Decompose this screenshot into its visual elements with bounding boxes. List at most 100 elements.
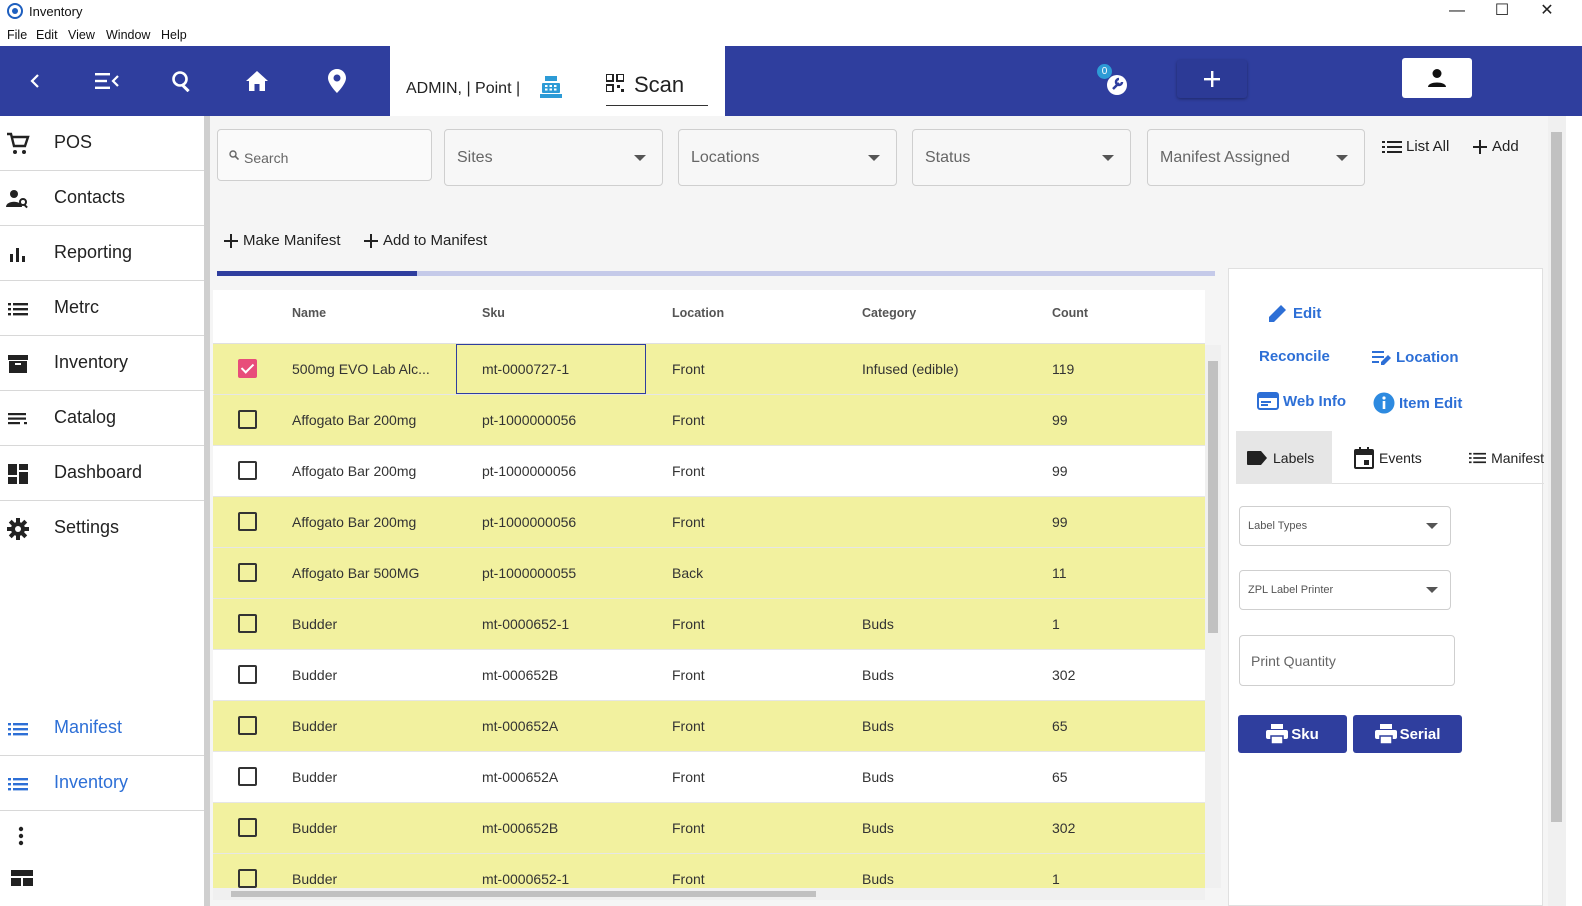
- column-header-location[interactable]: Location: [672, 306, 725, 320]
- sidebar-item-catalog[interactable]: Catalog: [0, 391, 208, 446]
- sidebar-item-metrc[interactable]: Metrc: [0, 281, 208, 336]
- print-quantity-input[interactable]: Print Quantity: [1239, 635, 1455, 686]
- cell-category[interactable]: Buds: [862, 871, 894, 887]
- scroll-thumb[interactable]: [1551, 132, 1562, 822]
- row-checkbox[interactable]: [238, 410, 257, 429]
- row-checkbox[interactable]: [238, 665, 257, 684]
- menu-window[interactable]: Window: [106, 28, 151, 42]
- manifest-assigned-select[interactable]: Manifest Assigned: [1147, 129, 1365, 186]
- cell-sku[interactable]: pt-1000000056: [482, 412, 577, 428]
- print-sku-button[interactable]: Sku: [1238, 715, 1347, 753]
- table-row[interactable]: Budder mt-000652B Front Buds 302: [213, 650, 1205, 701]
- column-header-count[interactable]: Count: [1052, 306, 1089, 320]
- sidebar-item-settings[interactable]: Settings: [0, 501, 208, 556]
- cell-name[interactable]: Budder: [292, 667, 338, 683]
- sidebar-item-inventory[interactable]: Inventory: [0, 336, 208, 391]
- cell-category[interactable]: Buds: [862, 820, 894, 836]
- cell-category[interactable]: Buds: [862, 769, 894, 785]
- cell-category[interactable]: Infused (edible): [862, 361, 959, 377]
- table-row[interactable]: 500mg EVO Lab Alc... mt-0000727-1 Front Inf…: [213, 344, 1205, 395]
- search-input[interactable]: Search: [217, 129, 432, 181]
- table-horizontal-scrollbar[interactable]: [213, 888, 1205, 900]
- cell-sku[interactable]: pt-1000000055: [482, 565, 577, 581]
- minimize-button[interactable]: —: [1449, 2, 1465, 19]
- cell-sku[interactable]: mt-000652A: [482, 769, 559, 785]
- cell-name[interactable]: 500mg EVO Lab Alc...: [292, 361, 430, 377]
- scan-tab[interactable]: Scan: [606, 66, 708, 106]
- tab-events[interactable]: Events: [1344, 431, 1444, 484]
- status-select[interactable]: Status: [912, 129, 1131, 186]
- table-vertical-scrollbar[interactable]: [1205, 345, 1221, 888]
- table-row[interactable]: Affogato Bar 200mg pt-1000000056 Front 99: [213, 497, 1205, 548]
- cell-sku[interactable]: pt-1000000056: [482, 514, 577, 530]
- cell-location[interactable]: Front: [672, 871, 705, 887]
- sidebar-item-reporting[interactable]: Reporting: [0, 226, 208, 281]
- cell-count[interactable]: 99: [1052, 463, 1068, 479]
- row-checkbox[interactable]: [238, 461, 257, 480]
- cell-sku[interactable]: mt-000652B: [482, 820, 559, 836]
- label-printer-select[interactable]: ZPL Label Printer: [1239, 570, 1451, 610]
- cell-location[interactable]: Front: [672, 361, 705, 377]
- home-button[interactable]: [222, 46, 292, 116]
- cell-location[interactable]: Front: [672, 820, 705, 836]
- cell-count[interactable]: 302: [1052, 667, 1076, 683]
- scroll-thumb[interactable]: [1208, 361, 1218, 633]
- cell-name[interactable]: Budder: [292, 871, 338, 887]
- notifications-button[interactable]: 0: [1097, 64, 1133, 100]
- search-button[interactable]: [147, 46, 217, 116]
- sidebar-item-dashboard[interactable]: Dashboard: [0, 446, 208, 501]
- maximize-button[interactable]: ☐: [1494, 2, 1510, 19]
- back-button[interactable]: [0, 46, 70, 116]
- more-vert-icon[interactable]: [18, 826, 24, 846]
- edit-button[interactable]: Edit: [1267, 302, 1321, 324]
- account-button[interactable]: [1402, 58, 1472, 98]
- sidebar-item-contacts[interactable]: Contacts: [0, 171, 208, 226]
- view-layout-icon[interactable]: [11, 870, 33, 886]
- cell-count[interactable]: 11: [1052, 565, 1067, 581]
- scroll-thumb[interactable]: [231, 891, 816, 897]
- table-row[interactable]: Budder mt-0000652-1 Front Buds 1: [213, 599, 1205, 650]
- table-row[interactable]: Budder mt-000652A Front Buds 65: [213, 701, 1205, 752]
- cell-location[interactable]: Front: [672, 667, 705, 683]
- item-edit-button[interactable]: Item Edit: [1373, 392, 1462, 414]
- tab-manifest[interactable]: Manifest: [1451, 431, 1544, 484]
- cell-location[interactable]: Front: [672, 769, 705, 785]
- menu-collapse-button[interactable]: [72, 46, 142, 116]
- cell-name[interactable]: Budder: [292, 616, 338, 632]
- cell-count[interactable]: 119: [1052, 361, 1075, 377]
- list-all-button[interactable]: List All: [1382, 138, 1449, 155]
- cell-sku[interactable]: mt-0000652-1: [482, 616, 570, 632]
- cell-category[interactable]: Buds: [862, 718, 894, 734]
- table-row[interactable]: Budder mt-000652B Front Buds 302: [213, 803, 1205, 854]
- cell-count[interactable]: 99: [1052, 412, 1068, 428]
- table-row[interactable]: Budder mt-000652A Front Buds 65: [213, 752, 1205, 803]
- sidebar-item-manifest[interactable]: Manifest: [0, 701, 208, 756]
- sidebar-item-inventory-list[interactable]: Inventory: [0, 756, 208, 811]
- reconcile-button[interactable]: Reconcile: [1259, 348, 1330, 365]
- row-checkbox[interactable]: [238, 818, 257, 837]
- cell-name[interactable]: Budder: [292, 718, 338, 734]
- cell-count[interactable]: 1: [1052, 871, 1060, 887]
- add-item-button[interactable]: Add: [1472, 138, 1519, 155]
- cell-sku[interactable]: mt-000652B: [482, 667, 559, 683]
- cell-name[interactable]: Affogato Bar 200mg: [292, 412, 417, 428]
- cell-count[interactable]: 99: [1052, 514, 1068, 530]
- add-to-manifest-button[interactable]: Add to Manifest: [363, 232, 487, 249]
- cell-count[interactable]: 65: [1052, 769, 1068, 785]
- row-checkbox[interactable]: [238, 359, 257, 378]
- cell-name[interactable]: Affogato Bar 500MG: [292, 565, 420, 581]
- column-header-name[interactable]: Name: [292, 306, 327, 320]
- cell-location[interactable]: Front: [672, 616, 705, 632]
- cash-register-icon[interactable]: [540, 76, 562, 98]
- menu-file[interactable]: File: [7, 28, 28, 42]
- cell-location[interactable]: Front: [672, 463, 705, 479]
- make-manifest-button[interactable]: Make Manifest: [223, 232, 341, 249]
- add-button[interactable]: [1177, 60, 1247, 98]
- cell-name[interactable]: Budder: [292, 769, 338, 785]
- tab-labels[interactable]: Labels: [1236, 431, 1332, 484]
- cell-count[interactable]: 65: [1052, 718, 1068, 734]
- row-checkbox[interactable]: [238, 563, 257, 582]
- page-scrollbar[interactable]: [1548, 116, 1566, 906]
- column-header-category[interactable]: Category: [862, 306, 917, 320]
- sites-select[interactable]: Sites: [444, 129, 663, 186]
